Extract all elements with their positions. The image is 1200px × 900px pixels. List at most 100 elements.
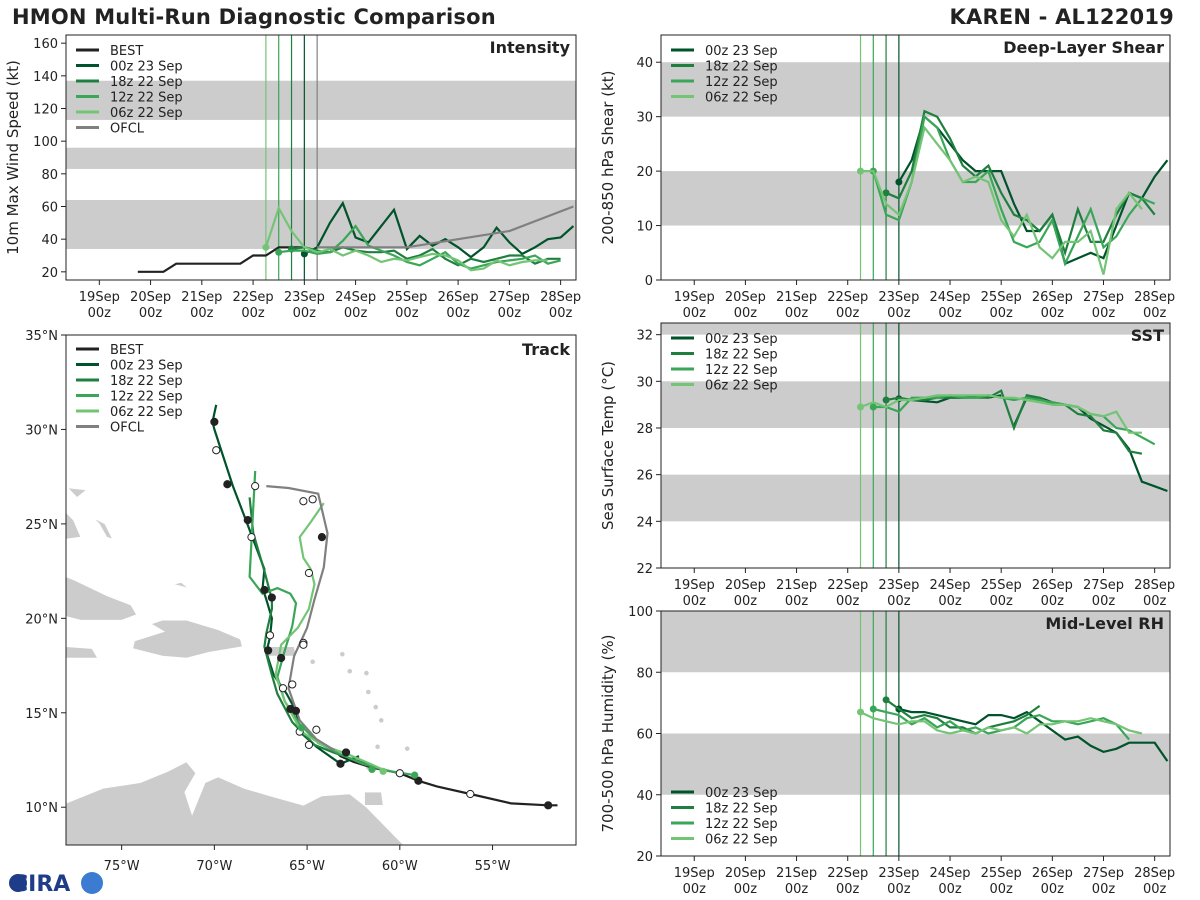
shaded-band xyxy=(66,80,576,120)
y-tick-label: 32 xyxy=(636,329,653,344)
init-marker xyxy=(895,178,903,186)
y-tick-label: 26 xyxy=(636,469,653,484)
x-tick-label: 70°W xyxy=(196,859,232,874)
series-line-06z-22-sep xyxy=(860,125,1143,275)
track-line-ofcl xyxy=(266,485,336,752)
panel-title: Mid-Level RH xyxy=(1045,614,1164,633)
x-tick-label: 25Sep xyxy=(981,290,1022,305)
trinidad-landmass xyxy=(364,791,384,806)
panel-title: SST xyxy=(1131,326,1164,345)
rh-panel: 2040608010019Sep00z20Sep00z21Sep00z22Sep… xyxy=(599,605,1175,897)
series-line-12z-22-sep xyxy=(278,224,561,270)
legend-label: 00z 23 Sep xyxy=(705,44,778,59)
x-tick-label: 00z xyxy=(498,306,522,321)
y-tick-label: 100 xyxy=(33,135,58,150)
series-line-06z-22-sep xyxy=(860,394,1142,434)
y-tick-label: 28 xyxy=(636,422,653,437)
x-tick-label: 22Sep xyxy=(827,290,868,305)
small-island-landmass xyxy=(365,689,372,695)
track-position-marker xyxy=(297,724,306,732)
x-tick-label: 00z xyxy=(1041,306,1065,321)
x-tick-label: 00z xyxy=(785,594,809,609)
x-tick-label: 24Sep xyxy=(930,866,971,881)
panel-title: Intensity xyxy=(490,38,571,57)
y-axis-label: 700-500 hPa Humidity (%) xyxy=(599,634,617,832)
init-marker xyxy=(882,396,890,404)
y-axis-label: 10m Max Wind Speed (kt) xyxy=(4,60,22,255)
x-tick-label: 21Sep xyxy=(776,578,817,593)
plot-frame xyxy=(660,322,1171,569)
track-position-marker xyxy=(251,482,260,491)
x-tick-label: 28Sep xyxy=(1134,866,1175,881)
y-tick-label: 20°N xyxy=(25,612,58,627)
track-position-marker xyxy=(212,446,221,455)
track-position-marker xyxy=(395,769,404,778)
series-line-06z-22-sep xyxy=(860,711,1143,735)
x-tick-label: 19Sep xyxy=(79,290,120,305)
x-tick-label: 60°W xyxy=(382,859,418,874)
init-marker xyxy=(262,243,270,251)
y-tick-label: 15°N xyxy=(25,707,58,722)
cuba-landmass xyxy=(66,576,137,621)
y-tick-label: 80 xyxy=(41,168,58,183)
x-tick-label: 00z xyxy=(836,882,860,897)
track-position-marker xyxy=(267,593,276,602)
x-tick-label: 22Sep xyxy=(827,578,868,593)
track-position-marker xyxy=(341,748,351,757)
y-axis-label: 200-850 hPa Shear (kt) xyxy=(599,71,617,245)
logo-globe-icon xyxy=(9,874,27,892)
init-marker xyxy=(857,167,865,175)
x-tick-label: 20Sep xyxy=(725,866,766,881)
x-tick-label: 00z xyxy=(938,306,962,321)
y-tick-label: 60 xyxy=(636,728,653,743)
track-position-marker xyxy=(308,495,317,504)
x-tick-label: 00z xyxy=(344,306,368,321)
y-tick-label: 140 xyxy=(33,70,58,85)
x-tick-label: 00z xyxy=(1143,594,1167,609)
legend-label: OFCL xyxy=(110,421,145,436)
small-island-landmass xyxy=(339,651,346,658)
track-panel: 75°W 70°W 65°W 60°W 55°W 10°N 15°N 20°N 25°N 30°N… xyxy=(25,329,577,874)
x-tick-label: 65°W xyxy=(289,859,325,874)
small-island-landmass xyxy=(378,717,385,724)
x-tick-label: 00z xyxy=(989,594,1013,609)
legend-label: 12z 22 Sep xyxy=(110,390,183,405)
x-tick-label: 00z xyxy=(734,306,758,321)
x-tick-label: 00z xyxy=(683,882,707,897)
track-position-marker xyxy=(265,631,275,640)
logo-emblem-icon xyxy=(81,872,103,894)
shear-panel: 01020304019Sep00z20Sep00z21Sep00z22Sep00… xyxy=(599,34,1175,321)
x-tick-label: 00z xyxy=(989,882,1013,897)
track-position-marker xyxy=(223,480,232,489)
x-tick-label: 19Sep xyxy=(674,578,715,593)
x-tick-label: 00z xyxy=(1092,594,1116,609)
shaded-band xyxy=(661,323,1170,335)
track-position-marker xyxy=(368,765,376,774)
track-position-marker xyxy=(411,771,419,779)
x-tick-label: 55°W xyxy=(475,859,511,874)
y-tick-label: 0 xyxy=(645,274,653,289)
y-axis-label: Sea Surface Temp (°C) xyxy=(599,361,617,530)
y-tick-label: 160 xyxy=(33,37,58,52)
track-position-marker xyxy=(317,533,327,542)
x-tick-label: 00z xyxy=(989,306,1013,321)
y-tick-label: 100 xyxy=(628,605,653,620)
y-tick-label: 80 xyxy=(636,666,653,681)
track-position-marker xyxy=(260,585,269,595)
turks-caicos-landmass xyxy=(173,582,189,589)
x-tick-label: 26Sep xyxy=(438,290,479,305)
x-tick-label: 26Sep xyxy=(1032,866,1073,881)
x-tick-label: 24Sep xyxy=(335,290,376,305)
x-tick-label: 00z xyxy=(1092,306,1116,321)
x-tick-label: 25Sep xyxy=(981,866,1022,881)
x-tick-label: 00z xyxy=(683,594,707,609)
track-position-marker xyxy=(304,568,314,578)
x-tick-label: 00z xyxy=(785,882,809,897)
y-tick-label: 30 xyxy=(636,111,653,126)
small-island-landmass xyxy=(404,745,411,752)
x-tick-label: 20Sep xyxy=(130,290,171,305)
x-tick-label: 25Sep xyxy=(981,578,1022,593)
shaded-band xyxy=(661,474,1170,522)
legend-label: 06z 22 Sep xyxy=(705,833,778,848)
